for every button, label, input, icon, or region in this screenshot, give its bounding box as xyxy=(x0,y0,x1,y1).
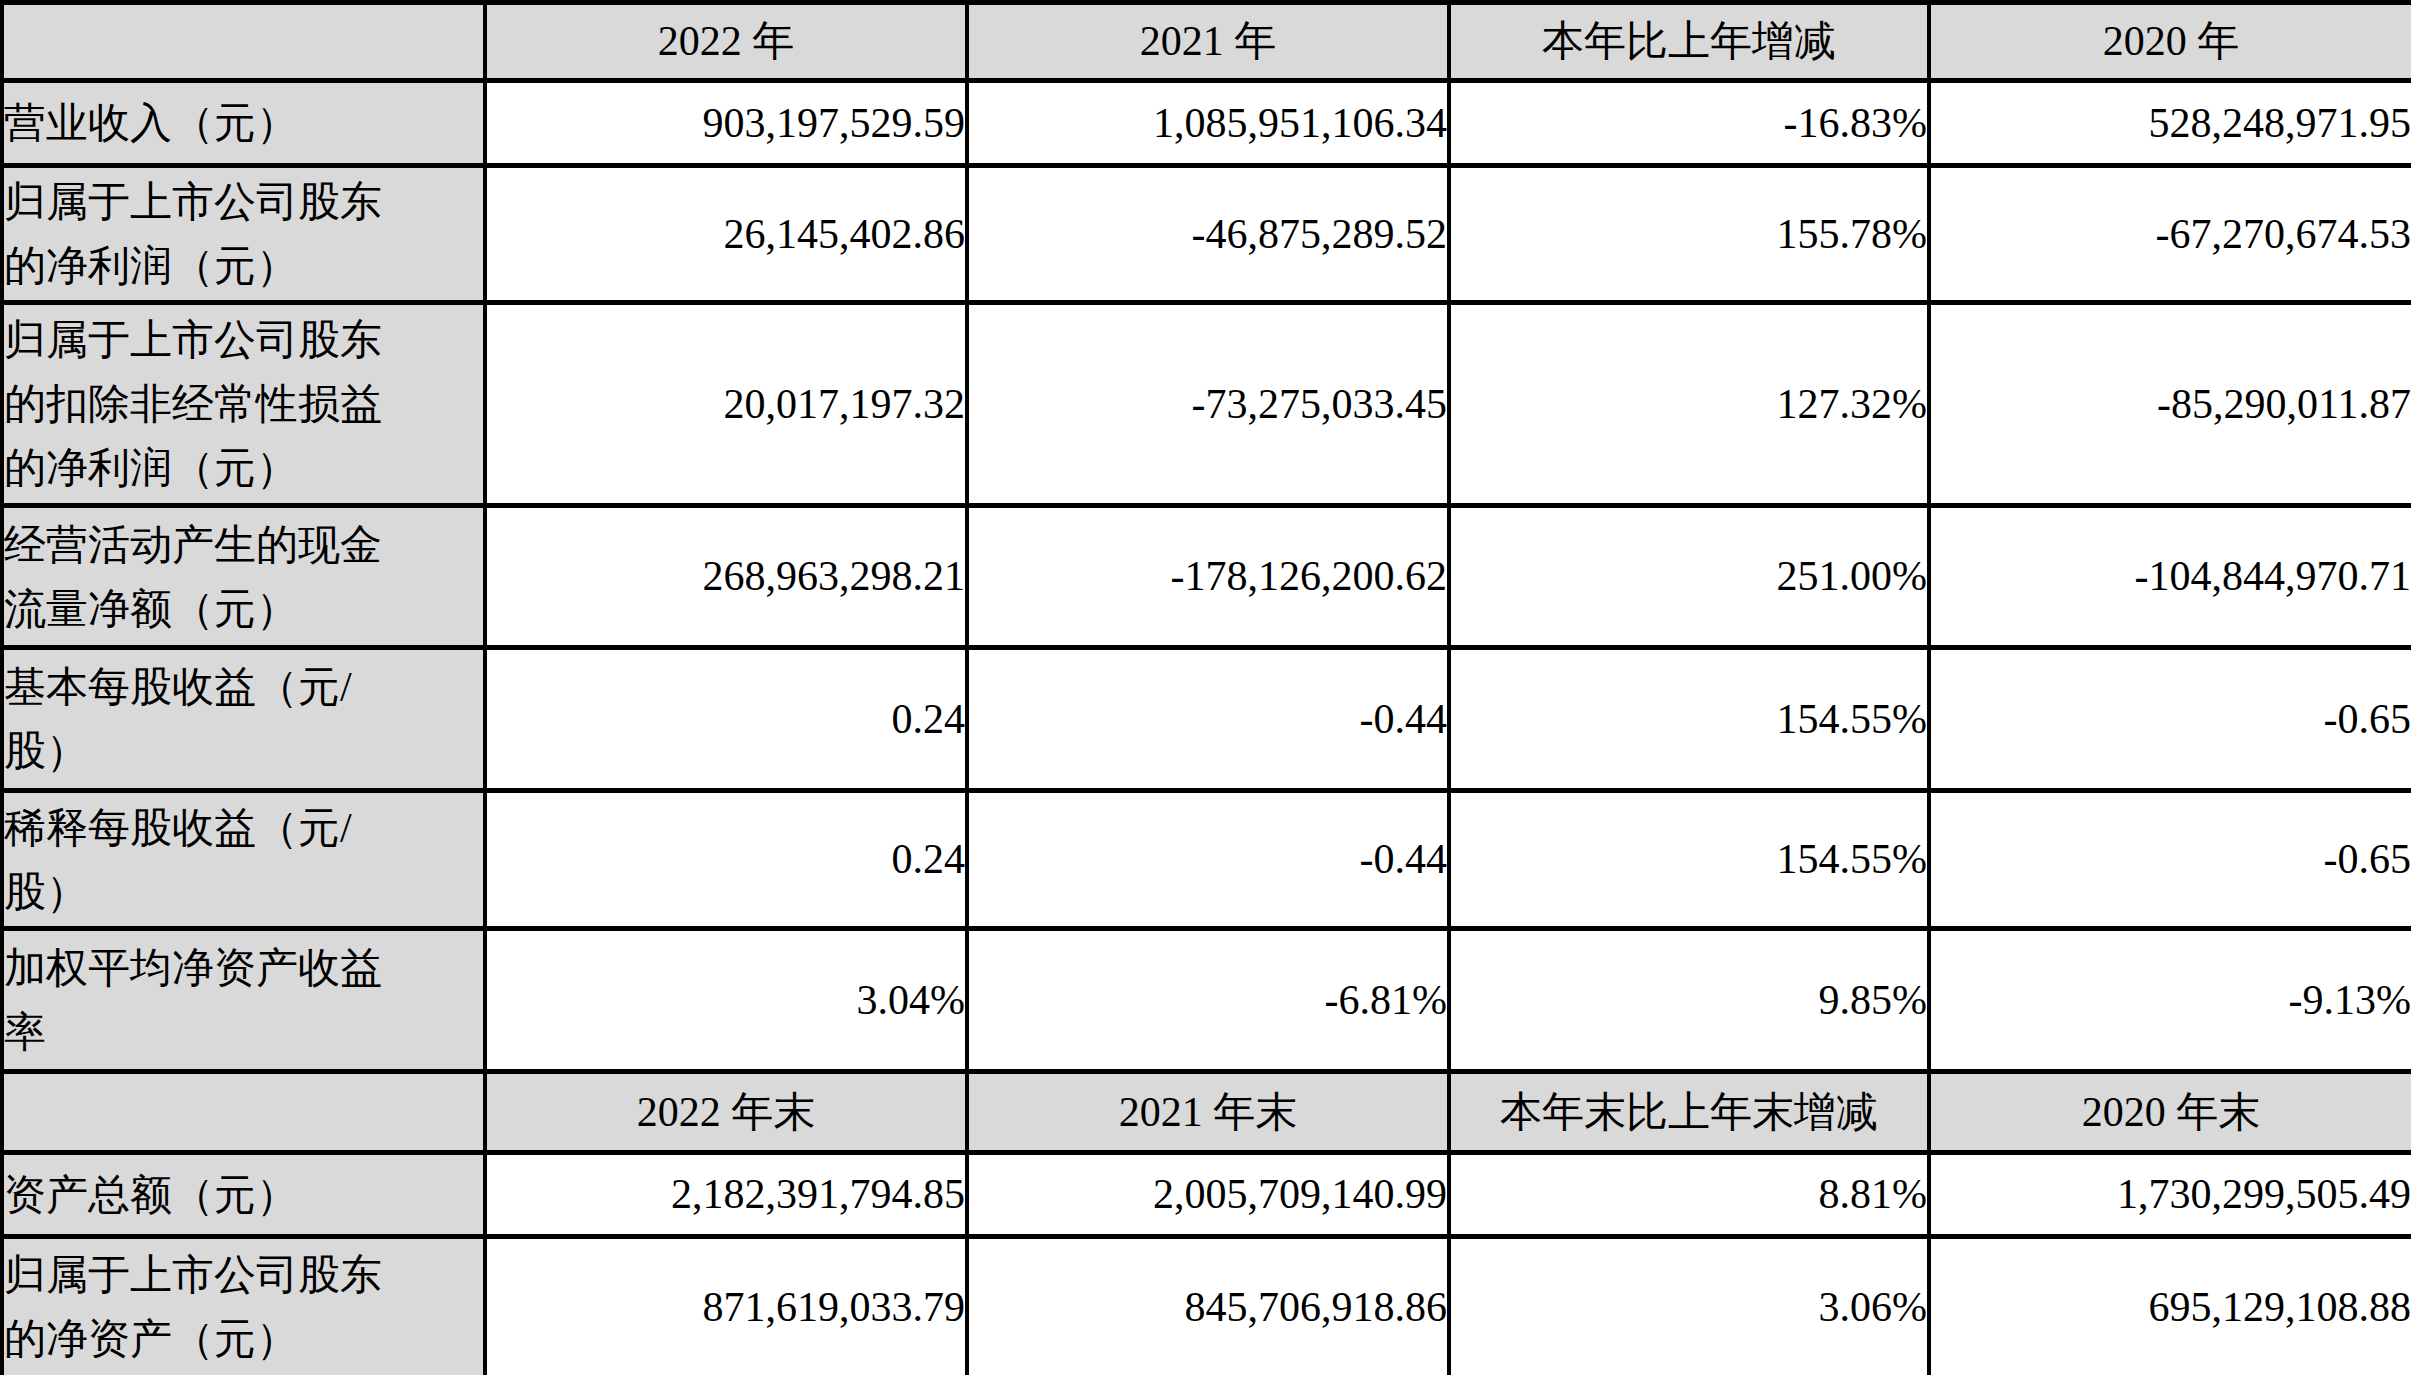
value-cell: 155.78% xyxy=(1449,166,1929,303)
value-cell: 127.32% xyxy=(1449,303,1929,506)
value-cell: -16.83% xyxy=(1449,81,1929,166)
value-cell: -9.13% xyxy=(1929,929,2411,1072)
value-cell: 845,706,918.86 xyxy=(967,1237,1449,1375)
value-cell: 0.24 xyxy=(485,648,967,791)
corner-cell xyxy=(2,1072,485,1153)
value-cell: 2,005,709,140.99 xyxy=(967,1153,1449,1237)
value-cell: 0.24 xyxy=(485,791,967,929)
value-cell: -0.65 xyxy=(1929,791,2411,929)
value-cell: 903,197,529.59 xyxy=(485,81,967,166)
value-cell: 2,182,391,794.85 xyxy=(485,1153,967,1237)
header-yearend-2022: 2022 年末 xyxy=(485,1072,967,1153)
value-cell: -0.65 xyxy=(1929,648,2411,791)
value-cell: -67,270,674.53 xyxy=(1929,166,2411,303)
value-cell: 1,085,951,106.34 xyxy=(967,81,1449,166)
table-header-row-annual: 2022 年 2021 年 本年比上年增减 2020 年 xyxy=(2,3,2411,81)
table-row-basic-eps: 基本每股收益（元/ 股） 0.24 -0.44 154.55% -0.65 xyxy=(2,648,2411,791)
value-cell: 154.55% xyxy=(1449,648,1929,791)
row-label: 归属于上市公司股东 的扣除非经常性损益 的净利润（元） xyxy=(2,303,485,506)
header-year-2022: 2022 年 xyxy=(485,3,967,81)
value-cell: 251.00% xyxy=(1449,506,1929,648)
value-cell: 8.81% xyxy=(1449,1153,1929,1237)
value-cell: 9.85% xyxy=(1449,929,1929,1072)
value-cell: -85,290,011.87 xyxy=(1929,303,2411,506)
value-cell: 154.55% xyxy=(1449,791,1929,929)
value-cell: -73,275,033.45 xyxy=(967,303,1449,506)
row-label: 加权平均净资产收益 率 xyxy=(2,929,485,1072)
key-financials-table: 2022 年 2021 年 本年比上年增减 2020 年 营业收入（元） 903… xyxy=(0,0,2411,1375)
table-row-diluted-eps: 稀释每股收益（元/ 股） 0.24 -0.44 154.55% -0.65 xyxy=(2,791,2411,929)
table-row-net-profit: 归属于上市公司股东 的净利润（元） 26,145,402.86 -46,875,… xyxy=(2,166,2411,303)
value-cell: -46,875,289.52 xyxy=(967,166,1449,303)
value-cell: 528,248,971.95 xyxy=(1929,81,2411,166)
value-cell: -178,126,200.62 xyxy=(967,506,1449,648)
row-label: 归属于上市公司股东 的净利润（元） xyxy=(2,166,485,303)
table-row-net-assets: 归属于上市公司股东 的净资产（元） 871,619,033.79 845,706… xyxy=(2,1237,2411,1375)
row-label: 归属于上市公司股东 的净资产（元） xyxy=(2,1237,485,1375)
value-cell: 3.06% xyxy=(1449,1237,1929,1375)
table-row-total-assets: 资产总额（元） 2,182,391,794.85 2,005,709,140.9… xyxy=(2,1153,2411,1237)
header-yoy-change: 本年比上年增减 xyxy=(1449,3,1929,81)
value-cell: -0.44 xyxy=(967,648,1449,791)
corner-cell xyxy=(2,3,485,81)
row-label: 经营活动产生的现金 流量净额（元） xyxy=(2,506,485,648)
row-label: 稀释每股收益（元/ 股） xyxy=(2,791,485,929)
value-cell: -0.44 xyxy=(967,791,1449,929)
row-label: 基本每股收益（元/ 股） xyxy=(2,648,485,791)
value-cell: -6.81% xyxy=(967,929,1449,1072)
table-header-row-yearend: 2022 年末 2021 年末 本年末比上年末增减 2020 年末 xyxy=(2,1072,2411,1153)
value-cell: 695,129,108.88 xyxy=(1929,1237,2411,1375)
value-cell: 20,017,197.32 xyxy=(485,303,967,506)
value-cell: 871,619,033.79 xyxy=(485,1237,967,1375)
header-yearend-change: 本年末比上年末增减 xyxy=(1449,1072,1929,1153)
table-row-revenue: 营业收入（元） 903,197,529.59 1,085,951,106.34 … xyxy=(2,81,2411,166)
value-cell: 3.04% xyxy=(485,929,967,1072)
header-yearend-2021: 2021 年末 xyxy=(967,1072,1449,1153)
header-year-2021: 2021 年 xyxy=(967,3,1449,81)
value-cell: 268,963,298.21 xyxy=(485,506,967,648)
header-yearend-2020: 2020 年末 xyxy=(1929,1072,2411,1153)
row-label: 资产总额（元） xyxy=(2,1153,485,1237)
table-row-weighted-avg-roe: 加权平均净资产收益 率 3.04% -6.81% 9.85% -9.13% xyxy=(2,929,2411,1072)
header-year-2020: 2020 年 xyxy=(1929,3,2411,81)
value-cell: -104,844,970.71 xyxy=(1929,506,2411,648)
table-row-operating-cash-flow: 经营活动产生的现金 流量净额（元） 268,963,298.21 -178,12… xyxy=(2,506,2411,648)
value-cell: 1,730,299,505.49 xyxy=(1929,1153,2411,1237)
table-row-net-profit-excl-nonrecurring: 归属于上市公司股东 的扣除非经常性损益 的净利润（元） 20,017,197.3… xyxy=(2,303,2411,506)
value-cell: 26,145,402.86 xyxy=(485,166,967,303)
row-label: 营业收入（元） xyxy=(2,81,485,166)
